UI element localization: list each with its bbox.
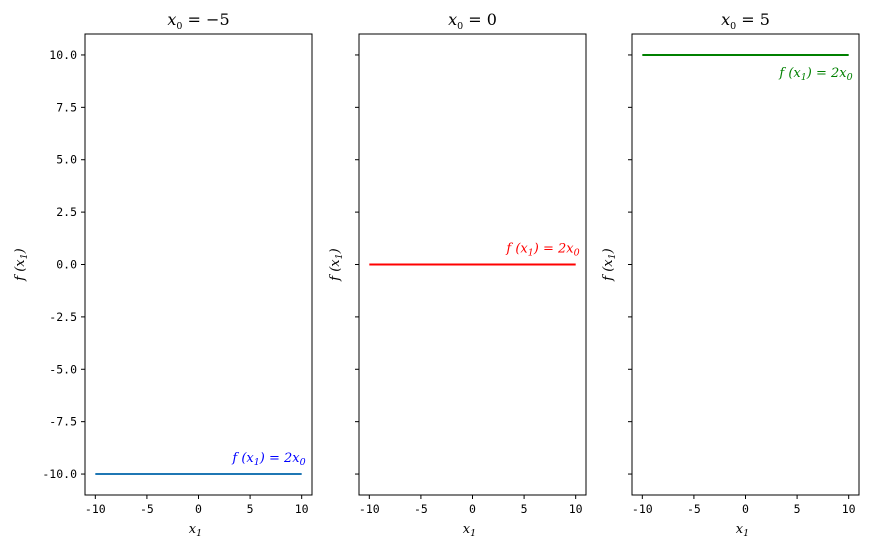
x-tick-label: -10	[632, 502, 653, 516]
x-tick-label: 0	[195, 502, 202, 516]
subplot-2: -10 -5 0 5 10 x0 = 0 x1 f (x1) f (x1) = 2x0	[328, 10, 587, 539]
y-axis-label: f (x1)	[601, 248, 618, 281]
x-tick-label: 10	[842, 502, 856, 516]
y-axis-label: f (x1)	[328, 248, 345, 281]
y-tick-label: 10.0	[49, 48, 77, 62]
x-tick-label: -5	[687, 502, 701, 516]
x-axis-label: x1	[736, 522, 749, 539]
x-tick-label: 10	[569, 502, 583, 516]
subplot-1: -10 -5 0 5 10 10.0 7.5 5.0 2.5 0.0 -2.5 -5.0 -7.5 -10…	[13, 10, 313, 539]
y-tick-label: -10.0	[42, 467, 77, 481]
x-tick-label: 0	[469, 502, 476, 516]
x-tick-label: -5	[140, 502, 154, 516]
y-tick-label: -5.0	[49, 362, 77, 376]
y-axis-label: f (x1)	[13, 248, 30, 281]
subplot-title: x0 = 0	[448, 10, 497, 32]
plot-area	[631, 33, 860, 496]
y-tick-label: 2.5	[56, 205, 77, 219]
subplot-title: x0 = 5	[721, 10, 770, 32]
x-tick-label: 0	[742, 502, 749, 516]
y-tick-label: 5.0	[56, 153, 77, 167]
x-tick-label: -10	[359, 502, 380, 516]
y-tick-label: -2.5	[49, 310, 77, 324]
plot-area	[84, 33, 313, 496]
y-tick-label: 7.5	[56, 100, 77, 114]
x-axis-label: x1	[463, 522, 476, 539]
function-annotation: f (x1) = 2x0	[231, 451, 305, 468]
x-axis-label: x1	[189, 522, 202, 539]
x-tick-label: -5	[414, 502, 428, 516]
x-tick-label: -10	[85, 502, 106, 516]
y-tick-label: 0.0	[56, 258, 77, 272]
function-annotation: f (x1) = 2x0	[505, 242, 579, 259]
x-tick-label: 5	[521, 502, 528, 516]
function-annotation: f (x1) = 2x0	[778, 66, 852, 83]
x-tick-label: 10	[295, 502, 309, 516]
x-tick-label: 5	[794, 502, 801, 516]
y-tick-label: -7.5	[49, 415, 77, 429]
subplot-title: x0 = −5	[167, 10, 229, 32]
subplot-3: -10 -5 0 5 10 x0 = 5 x1 f (x1) f (x1) = 2x0	[601, 10, 860, 539]
x-tick-label: 5	[247, 502, 254, 516]
